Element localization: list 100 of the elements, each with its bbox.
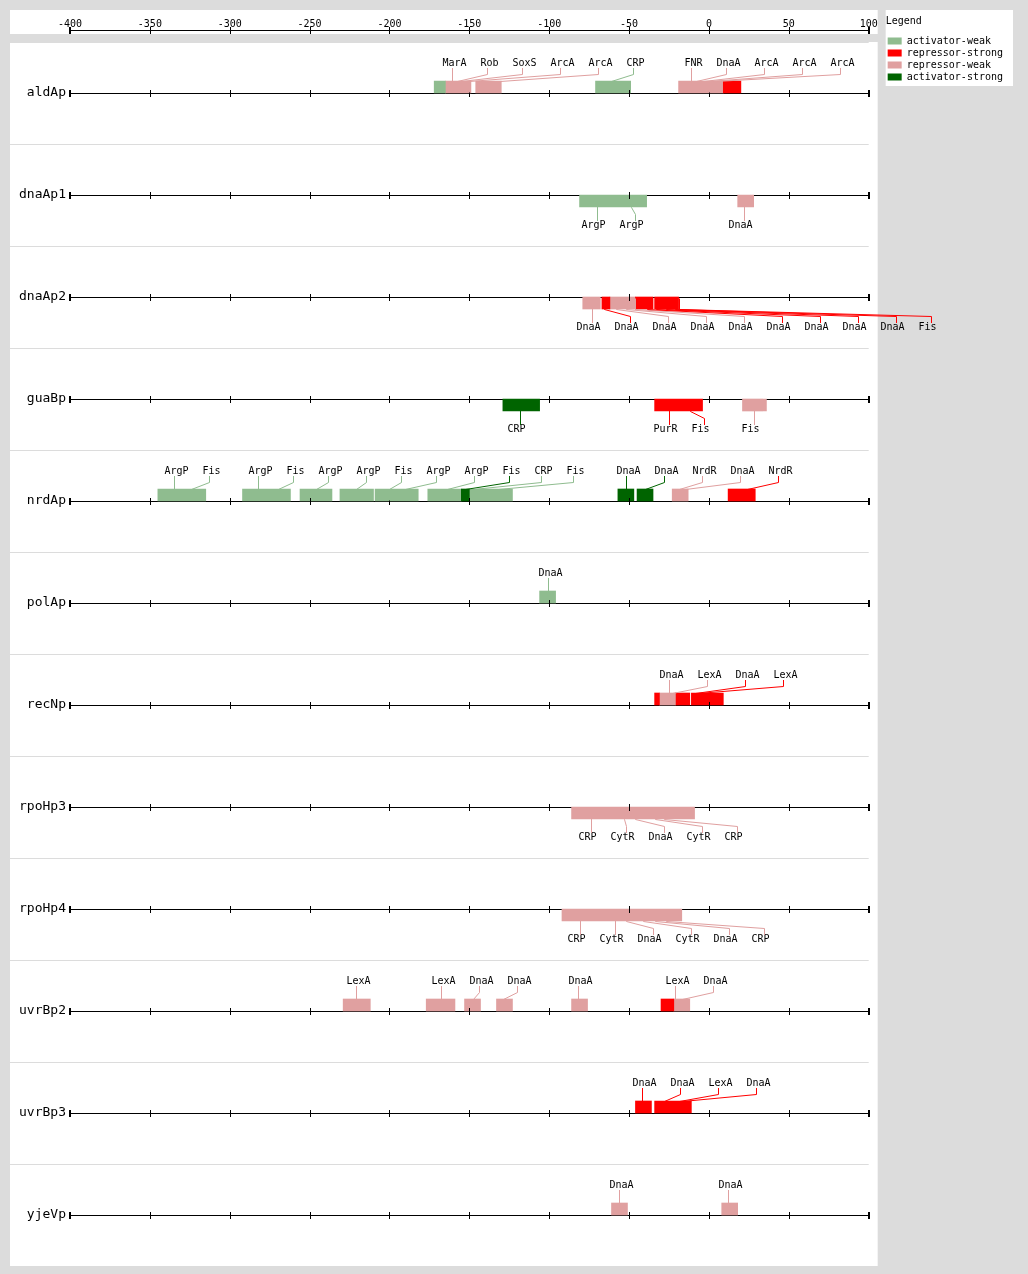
annotation: MarA: [442, 57, 467, 69]
annotation: DnaA: [880, 321, 905, 333]
annotation: ArgP: [581, 219, 606, 231]
annotation: DnaA: [652, 321, 677, 333]
annotation: Fis: [394, 465, 413, 477]
x-tick-label: 0: [705, 17, 712, 29]
annotation: CytR: [675, 933, 701, 945]
y-tick-label: yjeVp: [26, 1206, 67, 1222]
y-tick-label: recNp: [26, 696, 67, 712]
annotation: DnaA: [718, 1179, 743, 1191]
annotation: DnaA: [616, 465, 641, 477]
annotation: DnaA: [730, 465, 755, 477]
annotation: ArgP: [356, 465, 381, 477]
legend-label: activator-strong: [906, 70, 1003, 82]
annotation: DnaA: [576, 321, 601, 333]
annotation: DnaA: [609, 1179, 634, 1191]
annotation: Fis: [741, 423, 760, 435]
annotation: SoxS: [512, 57, 537, 69]
annotation: FNR: [684, 57, 704, 69]
annotation: CytR: [686, 831, 712, 843]
annotation: CRP: [507, 423, 526, 435]
annotation: Fis: [691, 423, 710, 435]
annotation: DnaA: [507, 975, 532, 987]
annotation: DnaA: [716, 57, 741, 69]
annotation: DnaA: [728, 321, 753, 333]
annotation: LexA: [431, 975, 456, 987]
annotation: CRP: [567, 933, 586, 945]
annotation: DnaA: [648, 831, 673, 843]
annotation: ArgP: [248, 465, 273, 477]
annotation: DnaA: [469, 975, 494, 987]
annotation: ArgP: [426, 465, 451, 477]
annotation: DnaA: [654, 465, 679, 477]
x-tick-label: 50: [782, 17, 795, 29]
legend-label: repressor-strong: [906, 46, 1003, 58]
y-tick-label: polAp: [26, 594, 67, 610]
x-tick-label: -200: [377, 17, 402, 29]
y-tick-label: dnaAp2: [19, 288, 66, 304]
annotation: LexA: [665, 975, 690, 987]
y-tick-label: uvrBp2: [19, 1002, 66, 1018]
annotation: ArcA: [588, 57, 613, 69]
annotation: DnaA: [538, 567, 563, 579]
annotation: ArgP: [464, 465, 489, 477]
annotation: DnaA: [804, 321, 829, 333]
annotation: DnaA: [746, 1077, 771, 1089]
annotation: NrdR: [692, 465, 718, 477]
legend-label: repressor-weak: [906, 58, 991, 70]
annotation: ArcA: [830, 57, 855, 69]
x-tick-label: -150: [457, 17, 482, 29]
annotation: CRP: [534, 465, 553, 477]
annotation: CRP: [751, 933, 770, 945]
annotation: DnaA: [637, 933, 662, 945]
annotation: DnaA: [842, 321, 867, 333]
annotation: ArcA: [754, 57, 779, 69]
y-tick-label: uvrBp3: [19, 1104, 66, 1120]
y-tick-label: guaBp: [26, 390, 67, 406]
annotation: LexA: [773, 669, 798, 681]
legend-title: Legend: [885, 14, 922, 26]
x-tick-label: 100: [859, 17, 878, 29]
annotation: LexA: [697, 669, 722, 681]
annotation: CytR: [599, 933, 625, 945]
annotation: Fis: [202, 465, 221, 477]
annotation: DnaA: [632, 1077, 657, 1089]
annotation: Rob: [480, 57, 499, 69]
annotation: DnaA: [703, 975, 728, 987]
annotation: DnaA: [670, 1077, 695, 1089]
annotation: PurR: [653, 423, 679, 435]
annotation: LexA: [346, 975, 371, 987]
annotation: DnaA: [728, 219, 753, 231]
annotation: DnaA: [713, 933, 738, 945]
annotation: CRP: [578, 831, 597, 843]
annotation: Fis: [502, 465, 521, 477]
annotation: NrdR: [768, 465, 794, 477]
annotation: Fis: [918, 321, 937, 333]
x-tick-label: -100: [537, 17, 562, 29]
annotation: DnaA: [735, 669, 760, 681]
annotation: DnaA: [568, 975, 593, 987]
x-tick-label: -250: [297, 17, 322, 29]
annotation: DnaA: [766, 321, 791, 333]
annotation: DnaA: [614, 321, 639, 333]
annotation: ArgP: [318, 465, 343, 477]
annotation: LexA: [708, 1077, 733, 1089]
annotation: DnaA: [690, 321, 715, 333]
annotation: ArcA: [550, 57, 575, 69]
y-tick-label: rpoHp3: [19, 798, 66, 814]
x-tick-label: -400: [57, 17, 83, 29]
y-tick-label: nrdAp: [26, 492, 67, 508]
annotation: Fis: [566, 465, 585, 477]
annotation: CRP: [724, 831, 743, 843]
annotation: DnaA: [659, 669, 684, 681]
y-tick-label: rpoHp4: [19, 900, 67, 916]
x-tick-label: -300: [217, 17, 242, 29]
annotation: ArgP: [619, 219, 644, 231]
annotation: CRP: [626, 57, 645, 69]
x-tick-label: -350: [137, 17, 162, 29]
annotation: Fis: [286, 465, 305, 477]
annotation: ArgP: [164, 465, 189, 477]
x-tick-label: -50: [620, 17, 639, 29]
y-tick-label: aldAp: [26, 84, 67, 100]
annotation: CytR: [610, 831, 636, 843]
legend-label: activator-weak: [906, 34, 991, 46]
